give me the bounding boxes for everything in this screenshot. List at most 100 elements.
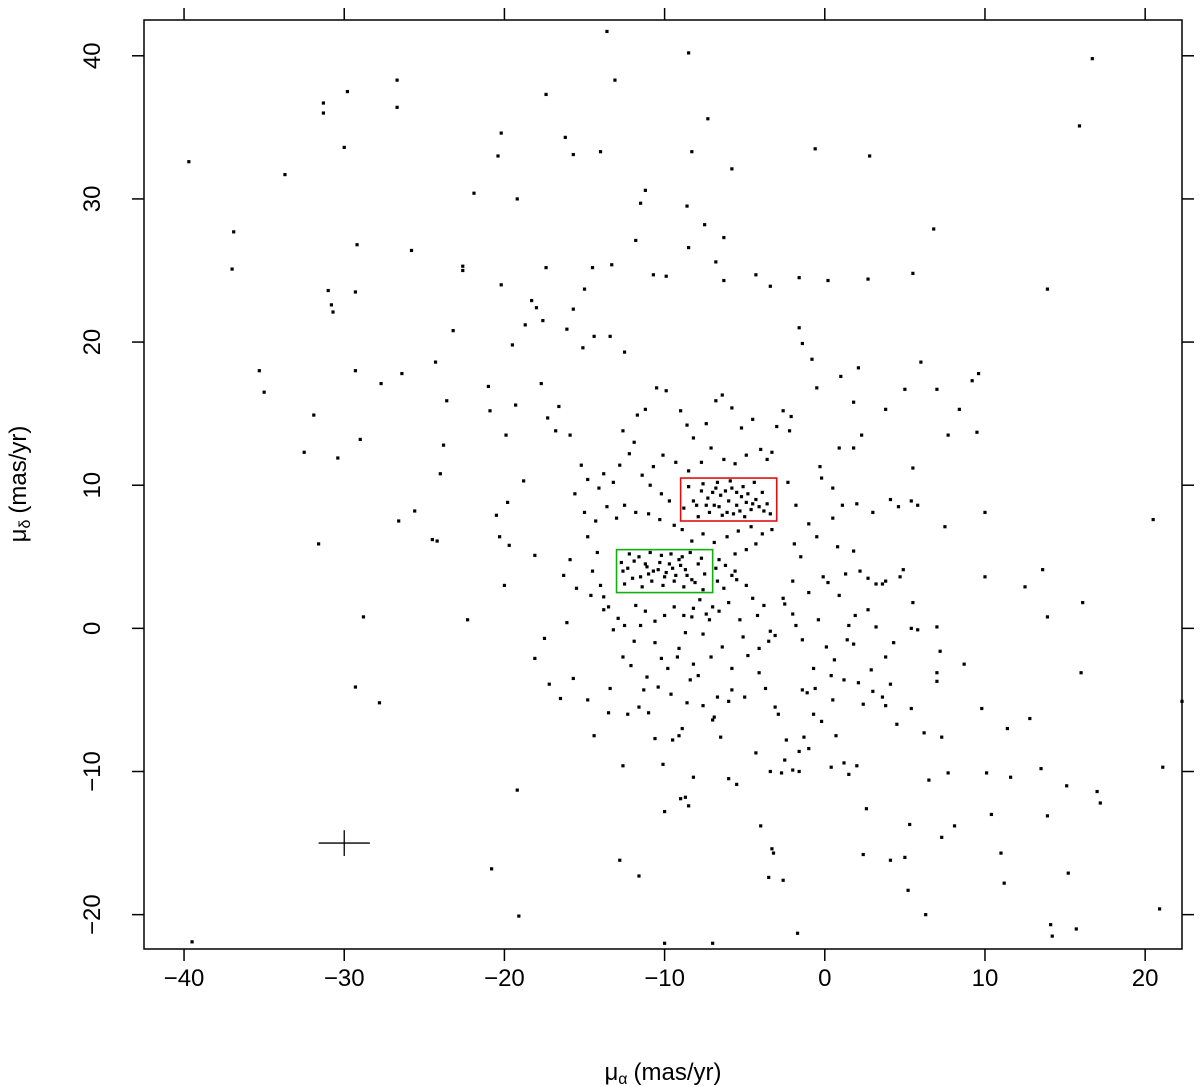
data-point [884, 704, 888, 708]
data-point [486, 384, 490, 389]
data-point [635, 413, 639, 417]
data-point [1065, 784, 1069, 788]
data-point [816, 618, 820, 622]
data-point [709, 446, 713, 450]
data-point [783, 758, 787, 762]
data-point [541, 319, 545, 323]
data-point [638, 201, 643, 205]
data-point [727, 699, 731, 703]
data-point [821, 575, 825, 579]
data-point [667, 562, 672, 566]
data-point [632, 440, 636, 444]
data-point [714, 486, 718, 490]
data-point [629, 663, 633, 668]
data-point [852, 446, 856, 450]
data-point [829, 765, 833, 769]
data-point [741, 485, 745, 489]
data-point [719, 735, 723, 739]
data-point [682, 506, 686, 510]
data-point [557, 404, 561, 409]
data-point [1095, 789, 1099, 794]
data-point [472, 191, 476, 195]
data-point [781, 409, 785, 413]
data-point [906, 888, 910, 892]
data-point [826, 278, 830, 283]
data-point [819, 476, 824, 480]
data-point [685, 573, 689, 577]
data-point [379, 381, 383, 386]
data-point [896, 505, 901, 509]
data-point [690, 578, 694, 582]
y-tick-label: −20 [79, 894, 106, 935]
data-point [884, 655, 888, 659]
data-point [711, 718, 715, 722]
data-point [853, 613, 857, 618]
data-point [574, 586, 579, 590]
data-point [818, 465, 822, 469]
data-point [693, 580, 697, 585]
data-point [797, 769, 801, 774]
data-point [837, 446, 841, 450]
data-point [329, 303, 334, 307]
data-point [807, 522, 811, 526]
data-point [704, 612, 708, 616]
data-point [797, 749, 801, 754]
data-point [321, 101, 326, 105]
data-point [757, 646, 761, 650]
data-point [413, 509, 417, 513]
data-point [626, 712, 630, 716]
data-point [336, 456, 340, 460]
data-point [736, 529, 740, 533]
data-point [1074, 927, 1078, 931]
data-point [514, 403, 518, 407]
data-point [895, 722, 899, 726]
data-point [690, 150, 694, 154]
data-point [651, 465, 655, 469]
data-point [656, 568, 660, 572]
data-point [765, 502, 769, 506]
data-point [534, 306, 539, 310]
y-tick-label: 10 [79, 472, 106, 499]
data-point [739, 495, 744, 499]
data-point [834, 734, 838, 738]
data-point [880, 695, 885, 699]
data-point [592, 734, 596, 738]
data-point [395, 105, 399, 109]
data-point [613, 78, 617, 82]
data-point [720, 393, 724, 397]
data-point [935, 625, 939, 629]
data-point [770, 450, 774, 454]
data-point [831, 698, 835, 702]
data-point [767, 875, 771, 880]
data-point [445, 399, 449, 403]
data-point [786, 480, 790, 484]
data-point [916, 503, 920, 507]
data-point [938, 649, 942, 653]
data-point [586, 535, 590, 539]
data-point [632, 559, 636, 563]
data-point [504, 433, 508, 437]
data-point [911, 600, 915, 605]
data-point [682, 613, 686, 618]
data-point [744, 453, 748, 457]
data-point [690, 615, 694, 619]
data-point [312, 413, 316, 417]
data-point [733, 569, 737, 573]
data-point [679, 797, 683, 801]
data-point [922, 731, 926, 735]
data-point [568, 433, 572, 437]
data-point [815, 535, 819, 539]
data-point [679, 409, 683, 413]
data-point [618, 858, 622, 862]
data-point [733, 552, 737, 556]
data-point [723, 489, 728, 493]
data-point [544, 92, 548, 97]
data-point [358, 437, 362, 442]
data-point [627, 552, 631, 556]
data-point [869, 668, 873, 672]
data-point [807, 590, 811, 595]
data-point [571, 676, 575, 681]
data-point [1005, 726, 1009, 731]
data-point [730, 486, 734, 490]
data-point [752, 480, 756, 484]
